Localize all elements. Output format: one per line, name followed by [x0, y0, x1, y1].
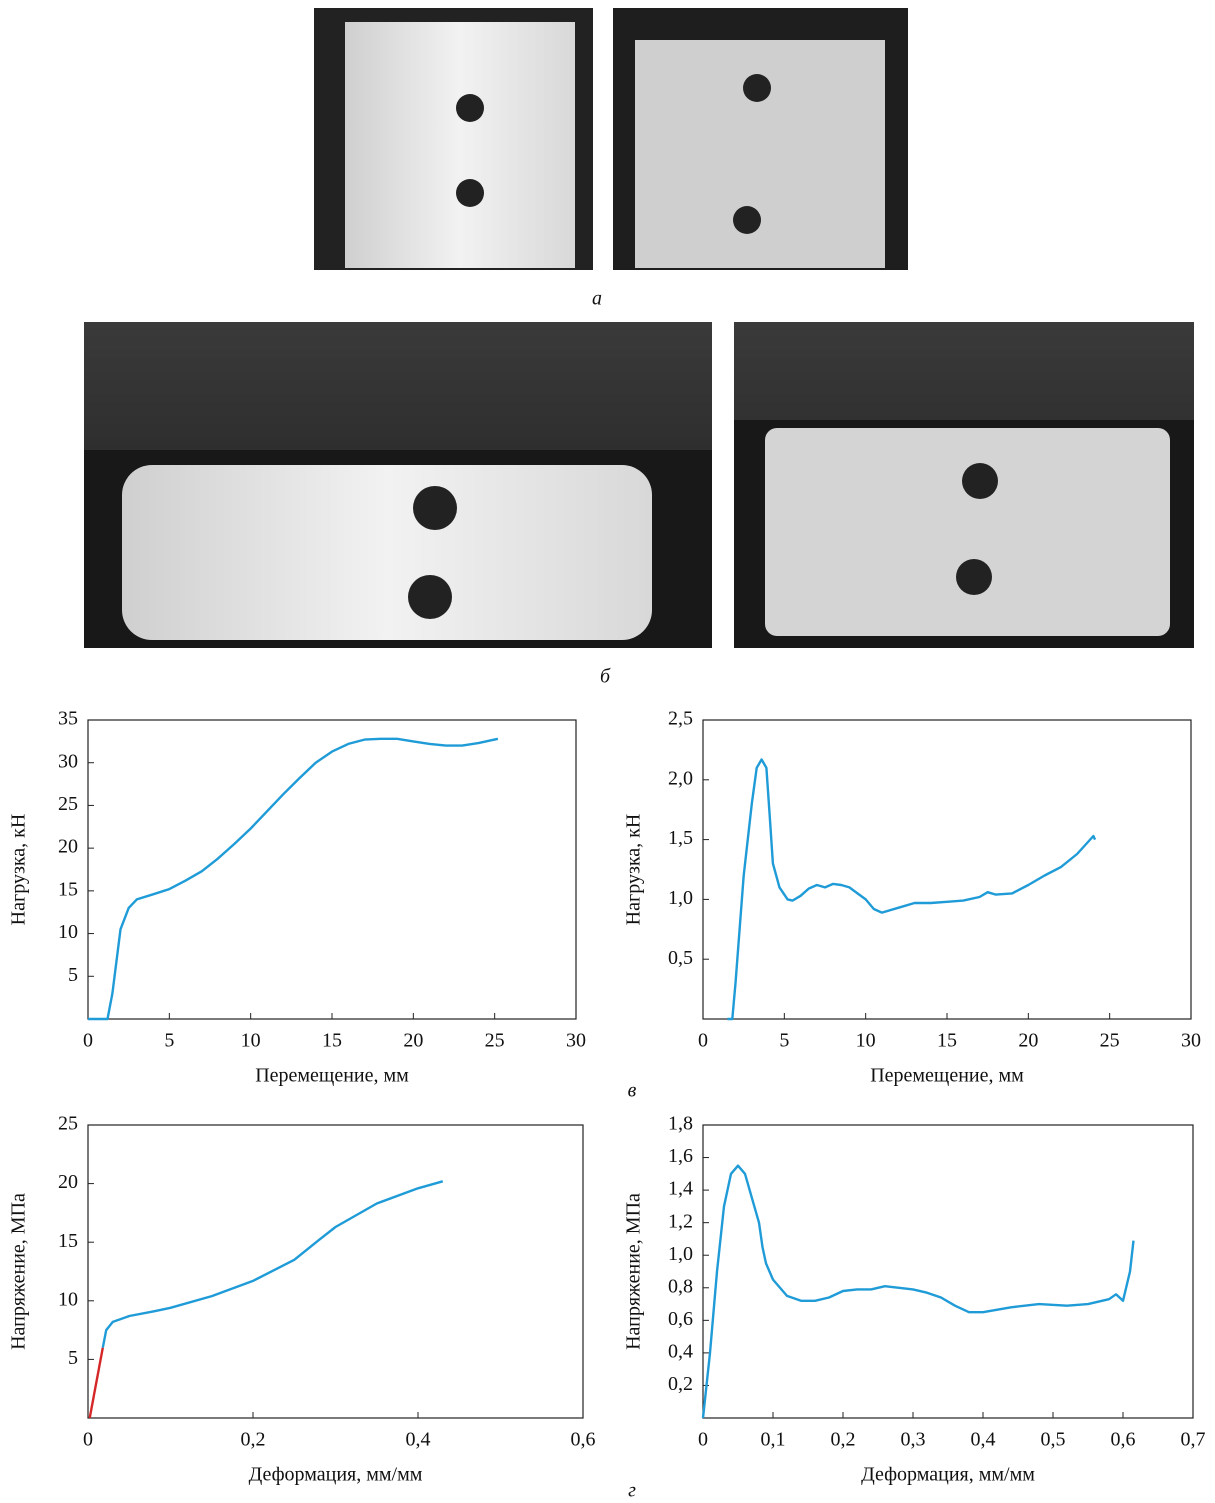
photo-a1: [314, 8, 593, 270]
x-tick-label: 30: [1181, 1030, 1201, 1052]
y-tick-label: 0,5: [668, 947, 693, 969]
panel-label: б: [600, 666, 611, 688]
y-tick-label: 15: [58, 1230, 78, 1252]
x-tick-label: 15: [937, 1030, 957, 1052]
y-tick-label: 10: [58, 921, 78, 943]
plot-frame: [702, 1124, 1194, 1419]
x-tick-label: 0,4: [406, 1429, 431, 1451]
y-tick-label: 30: [58, 750, 78, 772]
y-tick-label: 0,4: [668, 1340, 693, 1362]
y-tick-label: 5: [68, 964, 78, 986]
x-tick-label: 30: [566, 1030, 586, 1052]
x-tick-label: 10: [856, 1030, 876, 1052]
panel-label: г: [628, 1480, 636, 1502]
y-tick-label: 25: [58, 793, 78, 815]
plot-frame: [702, 719, 1192, 1020]
photo-a2: [613, 8, 908, 270]
x-axis-label: Перемещение, мм: [870, 1065, 1024, 1087]
data-line: [701, 1164, 1135, 1419]
y-tick-label: 20: [58, 1171, 78, 1193]
x-tick-label: 25: [1100, 1030, 1120, 1052]
x-tick-label: 20: [1018, 1030, 1038, 1052]
y-axis-label: Нагрузка, кН: [8, 814, 30, 926]
y-tick-label: 10: [58, 1288, 78, 1310]
y-axis-label: Нагрузка, кН: [623, 814, 645, 926]
y-tick-label: 1,0: [668, 887, 693, 909]
y-tick-label: 0,2: [668, 1373, 693, 1395]
x-tick-label: 10: [241, 1030, 261, 1052]
y-tick-label: 1,5: [668, 827, 693, 849]
x-tick-label: 0,4: [971, 1429, 996, 1451]
x-tick-label: 25: [485, 1030, 505, 1052]
panel-label: в: [628, 1080, 637, 1102]
y-tick-label: 1,2: [668, 1210, 693, 1232]
y-tick-label: 15: [58, 878, 78, 900]
data-line: [88, 737, 499, 1021]
photo-b1: [84, 322, 712, 648]
x-tick-label: 0,5: [1041, 1429, 1066, 1451]
data-line: [727, 758, 1097, 1021]
data-line: [88, 1347, 104, 1419]
x-tick-label: 0,2: [831, 1429, 856, 1451]
x-tick-label: 15: [322, 1030, 342, 1052]
y-tick-label: 1,0: [668, 1243, 693, 1265]
x-tick-label: 0: [698, 1429, 708, 1451]
x-tick-label: 0: [83, 1429, 93, 1451]
x-tick-label: 0: [83, 1030, 93, 1052]
y-axis-label: Напряжение, МПа: [8, 1193, 30, 1350]
x-axis-label: Деформация, мм/мм: [861, 1464, 1035, 1486]
y-axis-label: Напряжение, МПа: [623, 1193, 645, 1350]
plot-frame: [87, 719, 577, 1020]
x-axis-label: Деформация, мм/мм: [249, 1464, 423, 1486]
y-tick-label: 1,8: [668, 1113, 693, 1135]
x-tick-label: 5: [779, 1030, 789, 1052]
y-tick-label: 35: [58, 708, 78, 730]
y-tick-label: 1,4: [668, 1178, 693, 1200]
y-tick-label: 0,8: [668, 1275, 693, 1297]
x-axis-label: Перемещение, мм: [255, 1065, 409, 1087]
x-tick-label: 0,7: [1181, 1429, 1206, 1451]
y-tick-label: 25: [58, 1113, 78, 1135]
y-tick-label: 1,6: [668, 1145, 693, 1167]
y-tick-label: 5: [68, 1347, 78, 1369]
x-tick-label: 0,2: [241, 1429, 266, 1451]
y-tick-label: 2,5: [668, 708, 693, 730]
y-tick-label: 20: [58, 836, 78, 858]
x-tick-label: 5: [164, 1030, 174, 1052]
x-tick-label: 0,6: [1111, 1429, 1136, 1451]
panel-label: а: [592, 288, 602, 310]
y-tick-label: 0,6: [668, 1308, 693, 1330]
x-tick-label: 0,6: [571, 1429, 596, 1451]
y-tick-label: 2,0: [668, 767, 693, 789]
x-tick-label: 0,3: [901, 1429, 926, 1451]
plot-frame: [87, 1124, 584, 1419]
data-line: [101, 1180, 444, 1348]
x-tick-label: 20: [403, 1030, 423, 1052]
x-tick-label: 0,1: [761, 1429, 786, 1451]
x-tick-label: 0: [698, 1030, 708, 1052]
photo-b2: [734, 322, 1194, 648]
